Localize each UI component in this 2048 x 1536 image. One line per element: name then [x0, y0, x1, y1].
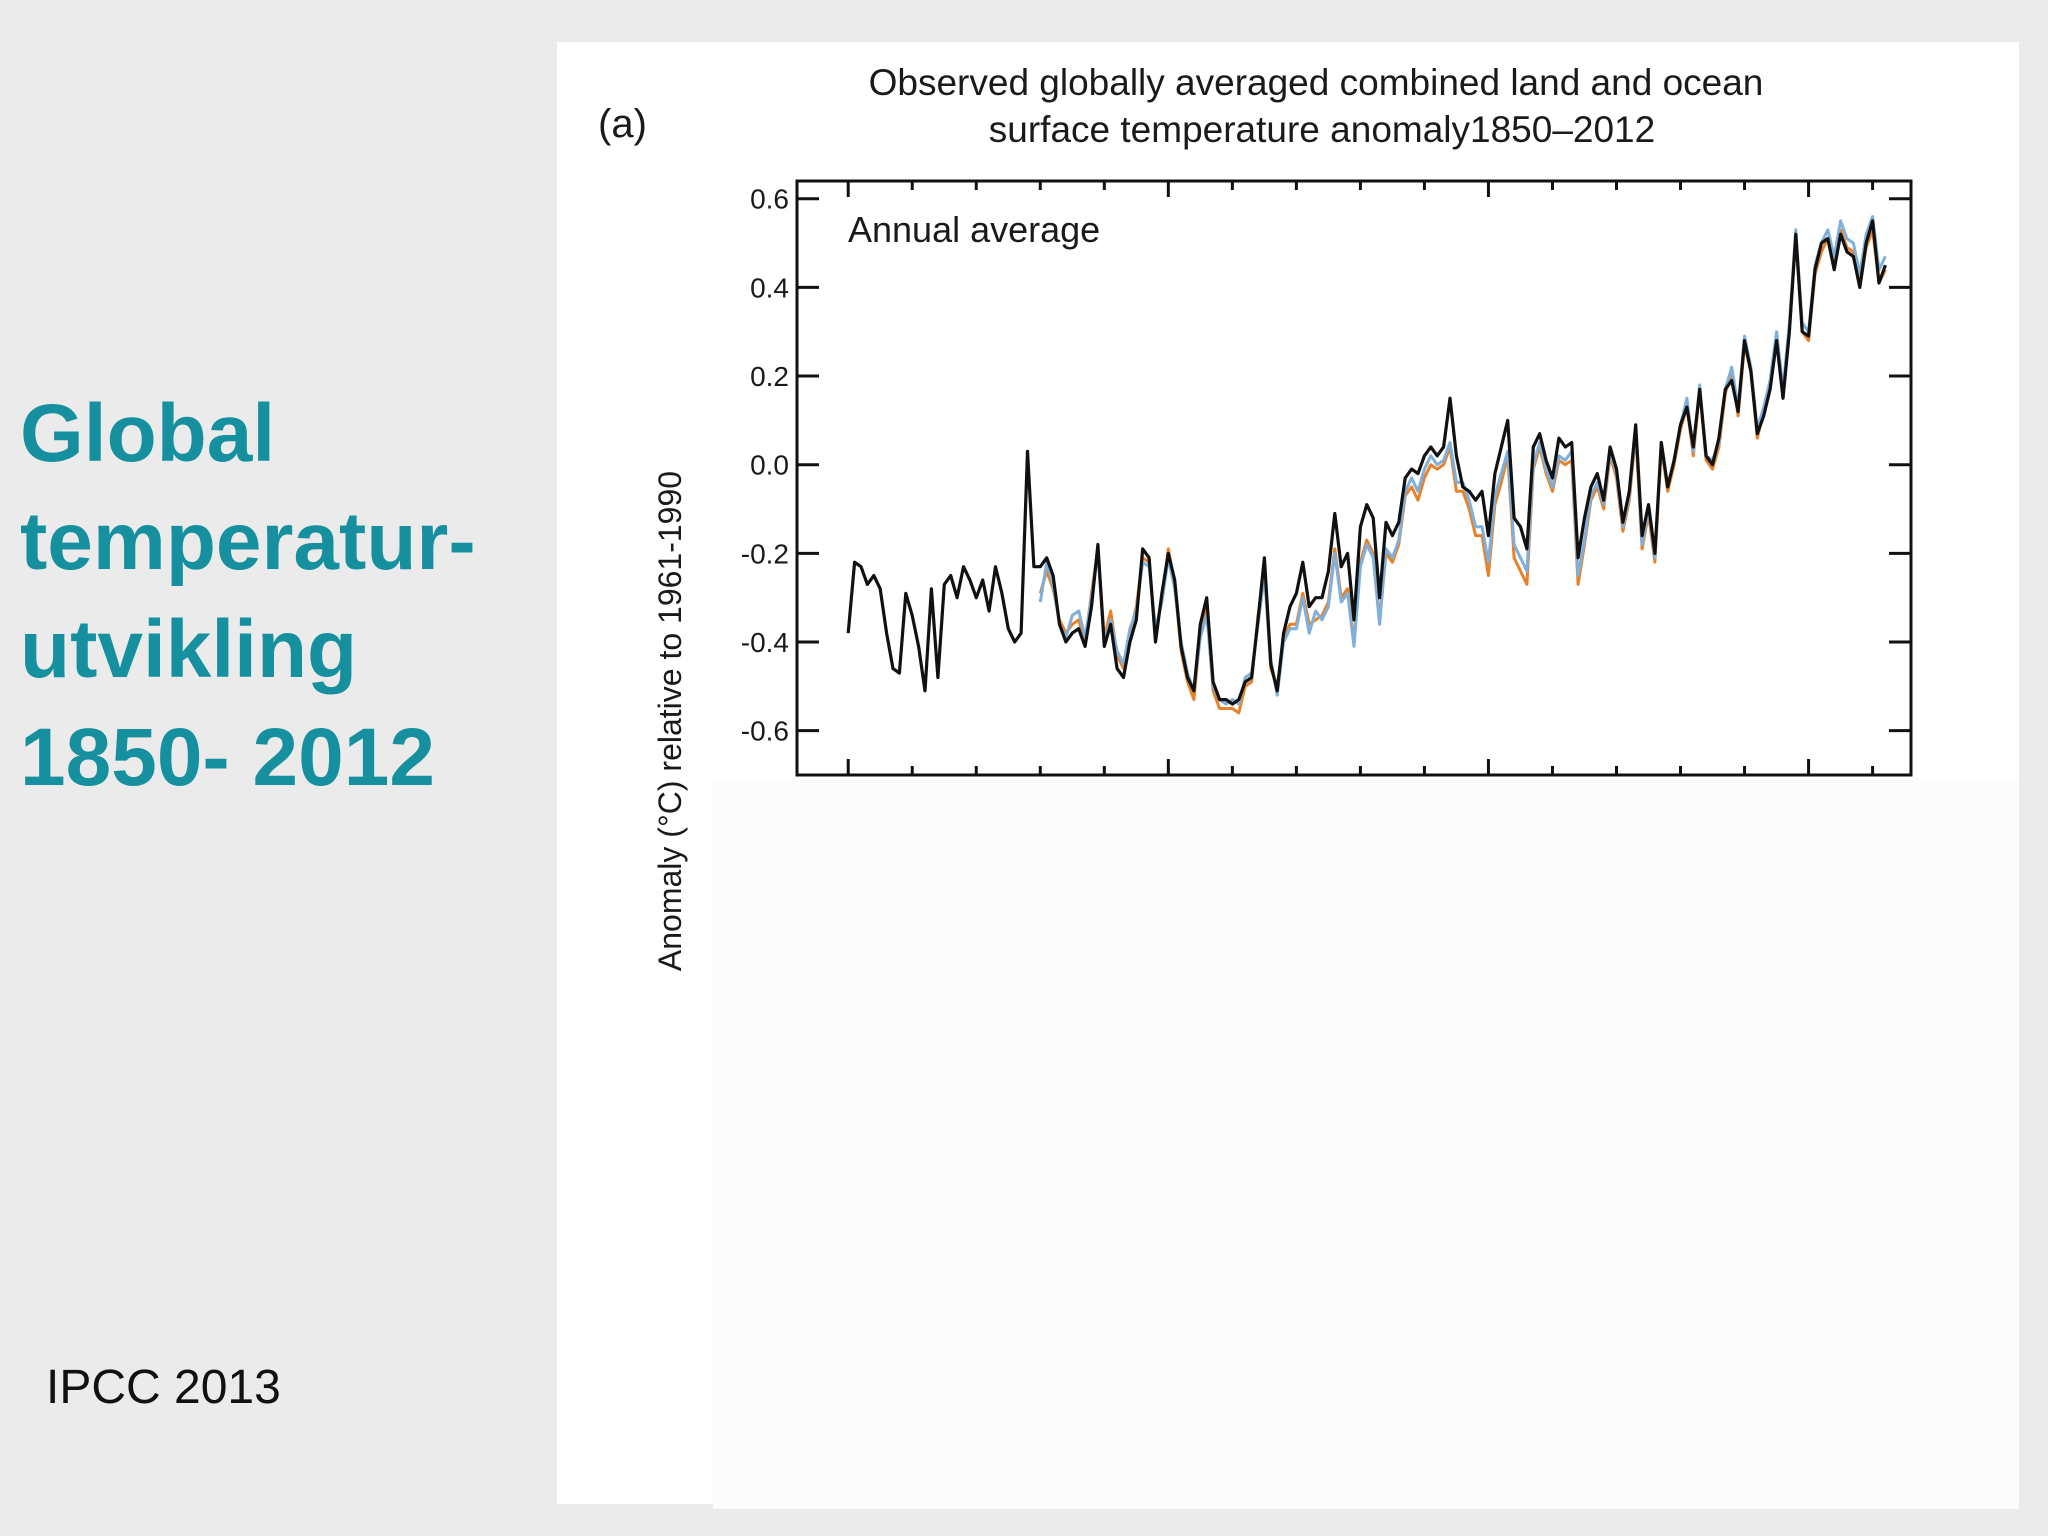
chart-title-line-2: surface temperature anomaly1850–2012 [989, 109, 1655, 150]
slide-title-line-2: temperatur- [20, 496, 476, 587]
panel-label: (a) [598, 102, 647, 146]
series-line-black [846, 219, 1887, 706]
chart-title-line-1: Observed globally averaged combined land… [869, 62, 1764, 103]
plot-frame [795, 179, 1913, 777]
y-tick-label: -0.4 [741, 627, 789, 658]
y-tick-label: 0.0 [750, 450, 789, 481]
y-axis-label: Anomaly (°C) relative to 1961-1990 [652, 471, 688, 971]
y-tick-label: -0.2 [741, 538, 789, 569]
slide-title: Global temperatur- utvikling 1850- 2012 [20, 380, 560, 812]
slide-title-line-3: utvikling [20, 604, 358, 695]
slide-title-line-1: Global [20, 388, 276, 479]
source-credit: IPCC 2013 [46, 1361, 281, 1414]
y-tick-label: -0.6 [741, 716, 789, 747]
y-tick-label: 0.6 [750, 184, 789, 215]
y-tick-label: 0.2 [750, 361, 789, 392]
y-tick-label: 0.4 [750, 272, 789, 303]
plot-area: 0.6 0.4 0.2 0.0 -0.2 -0.4 -0.6 Annual average [741, 179, 1913, 777]
figure-lower-blank-area [713, 778, 2019, 1509]
slide-title-line-4: 1850- 2012 [20, 712, 435, 803]
annual-average-annotation: Annual average [848, 209, 1100, 250]
